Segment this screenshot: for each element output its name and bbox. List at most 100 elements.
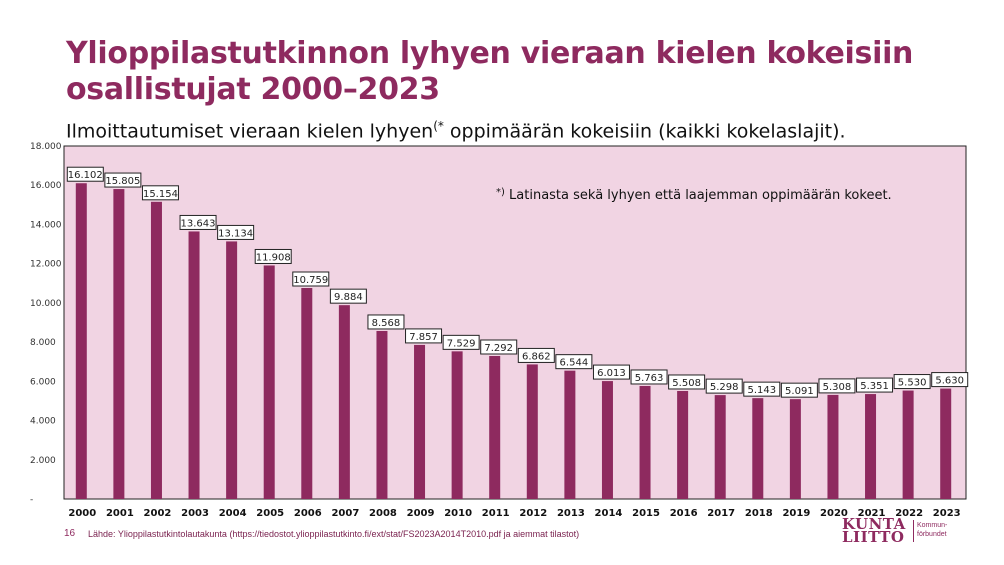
kuntaliitto-logo: KUNTA LIITTO Kommun-förbundet <box>842 515 972 550</box>
bar-2016 <box>677 390 689 499</box>
x-tick-label: 2006 <box>294 508 322 519</box>
bars-group <box>75 183 952 499</box>
data-label-text: 5.308 <box>823 382 852 393</box>
data-label-box <box>630 369 668 385</box>
y-tick-label: 18.000 <box>30 142 62 152</box>
x-tick-label: 2023 <box>933 508 961 519</box>
x-tick-label: 2012 <box>519 508 547 519</box>
data-label-text: 6.013 <box>597 368 626 379</box>
x-tick-label: 2011 <box>482 508 510 519</box>
footnote: *) Latinasta sekä lyhyen että laajemman … <box>496 187 892 203</box>
data-label-text: 9.884 <box>334 292 363 303</box>
data-label-box <box>141 185 179 201</box>
data-label-2014: 6.013 <box>592 364 630 380</box>
data-label-text: 5.091 <box>785 386 814 397</box>
bar-2022 <box>902 390 914 499</box>
x-tick-label: 2017 <box>707 508 735 519</box>
data-label-box <box>104 172 142 188</box>
x-tick-label: 2022 <box>895 508 923 519</box>
data-label-box <box>292 271 330 287</box>
subtitle-footnote-ref: (* <box>433 119 444 133</box>
y-tick-label: 12.000 <box>30 260 62 270</box>
data-label-2008: 8.568 <box>367 314 405 330</box>
data-label-2003: 13.643 <box>179 214 217 230</box>
page-title: Ylioppilastutkinnon lyhyen vieraan kiele… <box>66 36 914 107</box>
bar-2015 <box>639 385 651 499</box>
data-label-text: 11.908 <box>256 252 291 263</box>
x-tick-label: 2002 <box>144 508 172 519</box>
x-tick-label: 2016 <box>670 508 698 519</box>
data-label-text: 13.643 <box>181 218 216 229</box>
x-tick-label: 2013 <box>557 508 585 519</box>
data-label-box <box>780 382 818 398</box>
bar-2010 <box>451 351 463 499</box>
logo-sub1: Kommun- <box>917 522 948 529</box>
data-label-2002: 15.154 <box>141 185 179 201</box>
x-tick-label: 2005 <box>256 508 284 519</box>
bar-2014 <box>601 381 613 499</box>
data-label-box <box>442 334 480 350</box>
plot-area <box>63 145 967 500</box>
bar-2023 <box>940 388 952 499</box>
x-tick-label: 2014 <box>595 508 623 519</box>
x-tick-label: 2001 <box>106 508 134 519</box>
data-label-box <box>367 314 405 330</box>
data-label-text: 7.292 <box>484 343 513 354</box>
x-tick-label: 2020 <box>820 508 848 519</box>
data-label-text: 5.298 <box>710 382 739 393</box>
bar-2019 <box>789 399 801 499</box>
data-label-box <box>217 224 255 240</box>
bar-2001 <box>113 189 125 499</box>
logo-line1: KUNTA <box>842 515 906 533</box>
data-label-2018: 5.143 <box>743 381 781 397</box>
logo-line2: LIITTO <box>842 528 905 546</box>
x-tick-label: 2004 <box>219 508 247 519</box>
data-label-2011: 7.292 <box>480 339 518 355</box>
y-tick-label: - <box>30 495 33 505</box>
data-label-2010: 7.529 <box>442 334 480 350</box>
data-label-text: 5.630 <box>935 376 964 387</box>
data-label-box <box>517 347 555 363</box>
data-label-2023: 5.630 <box>931 372 969 388</box>
data-label-text: 8.568 <box>372 318 401 329</box>
data-label-box <box>329 288 367 304</box>
data-label-text: 10.759 <box>293 275 328 286</box>
bar-2000 <box>75 183 87 499</box>
data-label-2006: 10.759 <box>292 271 330 287</box>
data-label-box <box>705 378 743 394</box>
source-note: Lähde: Ylioppilastutkintolautakunta (htt… <box>88 529 580 539</box>
data-label-2005: 11.908 <box>254 248 292 264</box>
data-label-box <box>592 364 630 380</box>
data-label-2020: 5.308 <box>818 378 856 394</box>
data-label-text: 5.763 <box>635 373 664 384</box>
data-label-2021: 5.351 <box>856 377 894 393</box>
footnote-mark: *) <box>496 187 505 198</box>
logo-sub2: förbundet <box>917 531 947 538</box>
data-label-text: 5.530 <box>898 378 927 389</box>
data-label-box <box>856 377 894 393</box>
y-tick-label: 6.000 <box>30 377 56 387</box>
bar-2021 <box>865 394 877 499</box>
data-label-box <box>66 166 104 182</box>
data-label-2016: 5.508 <box>668 374 706 390</box>
y-tick-label: 8.000 <box>30 338 56 348</box>
data-label-2009: 7.857 <box>405 328 443 344</box>
y-tick-label: 16.000 <box>30 181 62 191</box>
bar-2004 <box>226 241 238 499</box>
x-tick-label: 2007 <box>331 508 359 519</box>
data-label-2000: 16.102 <box>66 166 104 182</box>
data-label-box <box>480 339 518 355</box>
data-label-2015: 5.763 <box>630 369 668 385</box>
y-tick-label: 2.000 <box>30 456 56 466</box>
bar-2008 <box>376 330 388 499</box>
y-axis: - 2.000 4.000 6.000 8.000 10.000 12.000 14.000 1… <box>30 142 62 505</box>
data-label-box <box>254 248 292 264</box>
y-tick-label: 10.000 <box>30 299 62 309</box>
data-label-text: 5.508 <box>672 378 701 389</box>
bar-2011 <box>489 355 501 499</box>
data-label-2007: 9.884 <box>329 288 367 304</box>
x-tick-label: 2021 <box>858 508 886 519</box>
bar-2005 <box>263 265 275 499</box>
